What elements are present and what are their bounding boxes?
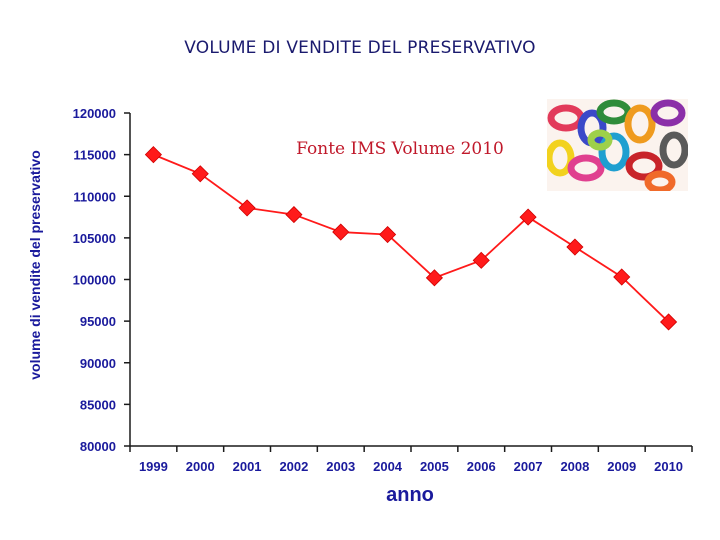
x-tick-label: 2001	[233, 459, 262, 474]
y-tick-label: 95000	[80, 314, 116, 329]
y-tick-label: 85000	[80, 397, 116, 412]
x-tick-label: 2000	[186, 459, 215, 474]
data-point-marker	[660, 313, 678, 331]
x-ticks: 1999 2000 2001 2002 2003 2004 2005 2006 2007 2008…	[129, 446, 693, 474]
x-tick-label: 2010	[654, 459, 683, 474]
y-tick-label: 120000	[73, 106, 116, 121]
data-point-marker	[332, 223, 350, 241]
data-point-marker	[191, 165, 209, 183]
x-axis-title: anno	[386, 484, 434, 506]
y-ticks: 80000 85000 90000 95000 100000 105000 110000 11…	[73, 106, 130, 454]
data-point-marker	[613, 268, 631, 286]
source-annotation: Fonte IMS Volume 2010	[296, 139, 504, 159]
condoms-photo-icon	[547, 99, 688, 191]
x-tick-label: 2007	[514, 459, 543, 474]
y-tick-label: 100000	[73, 273, 116, 288]
x-tick-label: 2004	[373, 459, 403, 474]
x-tick-label: 2005	[420, 459, 449, 474]
y-tick-label: 105000	[73, 231, 116, 246]
data-point-marker	[519, 208, 537, 226]
data-point-marker	[472, 251, 490, 269]
data-point-marker	[379, 225, 397, 244]
data-point-marker	[238, 199, 256, 217]
y-tick-label: 80000	[80, 439, 116, 454]
x-tick-label: 2009	[607, 459, 636, 474]
x-tick-label: 1999	[139, 459, 168, 474]
series-line	[153, 153, 670, 323]
data-point-marker	[285, 205, 303, 224]
x-tick-label: 2002	[279, 459, 308, 474]
data-point-marker	[566, 238, 584, 256]
y-axis-title: volume di vendite del preservativo	[27, 150, 43, 380]
x-tick-label: 2008	[560, 459, 589, 474]
data-point-marker	[144, 146, 162, 164]
series-group	[144, 146, 678, 331]
y-tick-label: 90000	[80, 356, 116, 371]
y-tick-label: 110000	[73, 189, 116, 204]
data-point-marker	[425, 269, 443, 287]
x-tick-label: 2003	[326, 459, 355, 474]
chart-title: VOLUME DI VENDITE DEL PRESERVATIVO	[184, 38, 536, 58]
x-tick-label: 2006	[467, 459, 496, 474]
y-tick-label: 115000	[73, 148, 116, 163]
